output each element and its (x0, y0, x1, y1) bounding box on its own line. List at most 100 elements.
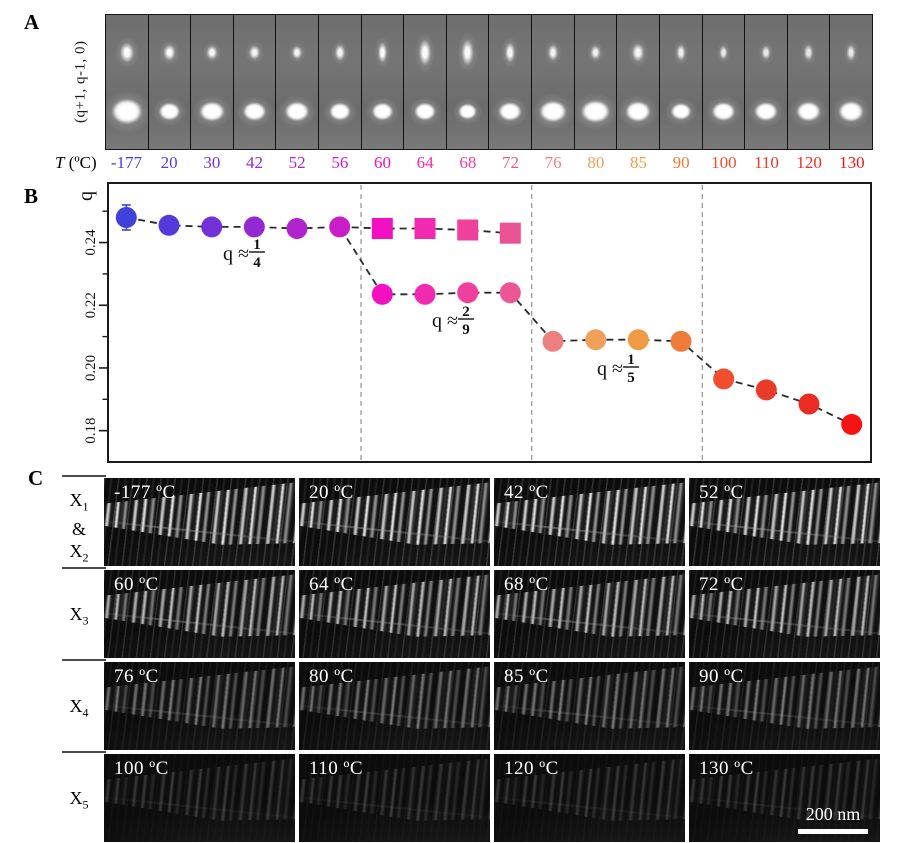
data-point-circle (286, 218, 308, 239)
tem-image-cell: 80 ºC (299, 662, 490, 750)
data-point-circle (585, 329, 607, 351)
tem-haze-texture (494, 754, 685, 842)
row-divider-line (62, 751, 106, 753)
harmonic-row-label: X4 (69, 696, 89, 720)
tem-image-cell: 110 ºC (299, 754, 490, 842)
data-point-circle (627, 329, 649, 351)
data-point-square (457, 219, 479, 241)
tem-image-cell: 120 ºC (494, 754, 685, 842)
data-point-circle (115, 207, 137, 228)
tem-image-cell: 76 ºC (104, 662, 295, 750)
tem-image-temp-label: 60 ºC (114, 574, 159, 595)
diffraction-pattern-strip (617, 15, 660, 149)
temperature-tick-label: 110 (754, 153, 779, 172)
data-point-circle (158, 214, 180, 236)
tem-haze-texture (494, 662, 685, 750)
tem-image-temp-label: 42 ºC (504, 482, 549, 503)
q-fraction-annotation-text: q ≈ (432, 310, 458, 332)
tem-image-temp-label: 76 ºC (114, 666, 159, 687)
scale-bar: 200 nm (798, 804, 868, 834)
temperature-tick-label: 72 (502, 153, 519, 172)
y-tick-label: 0.18 (83, 418, 99, 444)
fraction-numerator: 1 (627, 352, 635, 368)
temperature-unit: (ºC) (68, 153, 97, 172)
tem-image-cell: 85 ºC (494, 662, 685, 750)
tem-image-cell: 42 ºC (494, 478, 685, 566)
temperature-tick-label: -177 (110, 153, 143, 172)
row-divider-line (62, 475, 106, 477)
temperature-axis-title: T (ºC) (55, 153, 105, 173)
scale-bar-line (798, 829, 868, 834)
tem-haze-texture (104, 754, 295, 842)
tem-haze-texture (494, 478, 685, 566)
tem-haze-texture (104, 570, 295, 658)
tem-image-temp-label: -177 ºC (114, 482, 176, 503)
diffraction-pattern-strip (489, 15, 533, 149)
harmonic-row-label: X5 (69, 788, 89, 812)
diffraction-pattern-strip (148, 15, 192, 149)
temperature-symbol: T (55, 153, 65, 172)
diffraction-pattern-strip (745, 15, 788, 149)
panel-a-reflection-axis-label: (q+1, q-1, 0) (72, 40, 89, 124)
tem-image-temp-label: 100 ºC (114, 758, 169, 779)
row-divider-line (62, 659, 106, 661)
tem-image-temp-label: 120 ºC (504, 758, 559, 779)
row-divider-line (62, 567, 106, 569)
tem-haze-texture (299, 570, 490, 658)
diffraction-pattern-strip (319, 15, 362, 149)
tem-image-temp-label: 72 ºC (699, 574, 744, 595)
y-tick-label: 0.22 (83, 292, 99, 318)
temperature-tick-label: 90 (672, 153, 690, 172)
fraction-denominator: 4 (253, 255, 261, 271)
data-point-circle (798, 393, 820, 415)
diffraction-pattern-strip (532, 15, 575, 149)
diffraction-pattern-strip (191, 15, 234, 149)
tem-image-cell: 20 ºC (299, 478, 490, 566)
fraction-denominator: 9 (462, 322, 470, 338)
temperature-axis-row: T (ºC) -177 20 30 42 52 56 60 64 68 72 76 80 85 90 100… (0, 151, 899, 177)
data-point-square (371, 218, 393, 239)
y-tick-label: 0.20 (83, 355, 99, 381)
temperature-tick-label: 100 (711, 153, 737, 172)
tem-image-cell: 68 ºC (494, 570, 685, 658)
temperature-tick-label: 80 (587, 153, 605, 172)
diffraction-pattern-strip (404, 15, 447, 149)
tem-image-temp-label: 80 ºC (309, 666, 354, 687)
tem-image-temp-label: 85 ºC (504, 666, 549, 687)
y-tick-label: 0.24 (83, 229, 99, 256)
tem-haze-texture (104, 662, 295, 750)
tem-haze-texture (104, 478, 295, 566)
data-point-circle (201, 216, 223, 238)
diffraction-pattern-strip (702, 15, 746, 149)
diffraction-pattern-strip (106, 15, 149, 149)
tem-haze-texture (689, 754, 880, 842)
tem-haze-texture (689, 662, 880, 750)
y-axis-label: q (75, 191, 97, 201)
diffraction-pattern-strip (830, 15, 872, 149)
temperature-tick-label: 20 (160, 153, 178, 172)
diffraction-pattern-strip (787, 15, 831, 149)
tem-image-cell: 60 ºC (104, 570, 295, 658)
tem-image-cell: 64 ºC (299, 570, 490, 658)
data-point-square (414, 218, 436, 239)
tem-haze-texture (299, 478, 490, 566)
data-point-circle (499, 282, 521, 304)
tem-haze-texture (689, 570, 880, 658)
tem-haze-texture (299, 754, 490, 842)
tem-image-cell: 130 ºC 200 nm (689, 754, 880, 842)
temperature-tick-label: 64 (416, 153, 434, 172)
temperature-tick-label: 42 (246, 153, 263, 172)
scale-bar-label: 200 nm (805, 804, 861, 824)
temperature-tick-label: 60 (374, 153, 391, 172)
tem-image-cell: 72 ºC (689, 570, 880, 658)
panel-c-label: C (28, 466, 44, 490)
tem-image-cell: 52 ºC (689, 478, 880, 566)
tem-haze-texture (299, 662, 490, 750)
panel-a-label: A (24, 10, 40, 34)
temperature-tick-label: 76 (544, 153, 562, 172)
tem-image-temp-label: 110 ºC (309, 758, 364, 779)
diffraction-pattern-strip (233, 15, 277, 149)
temperature-tick-label: 120 (796, 153, 822, 172)
